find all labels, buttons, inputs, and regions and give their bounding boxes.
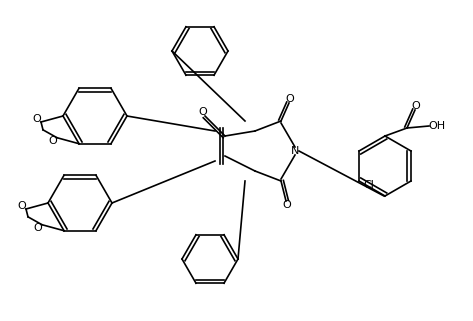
Text: OH: OH — [429, 121, 446, 131]
Text: O: O — [199, 107, 207, 117]
Text: O: O — [34, 223, 43, 233]
Text: O: O — [412, 101, 420, 111]
Text: O: O — [283, 200, 291, 210]
Text: N: N — [291, 146, 299, 156]
Text: O: O — [33, 114, 41, 124]
Text: O: O — [286, 94, 294, 104]
Text: Cl: Cl — [364, 180, 375, 190]
Text: O: O — [49, 136, 57, 146]
Text: O: O — [18, 201, 26, 211]
